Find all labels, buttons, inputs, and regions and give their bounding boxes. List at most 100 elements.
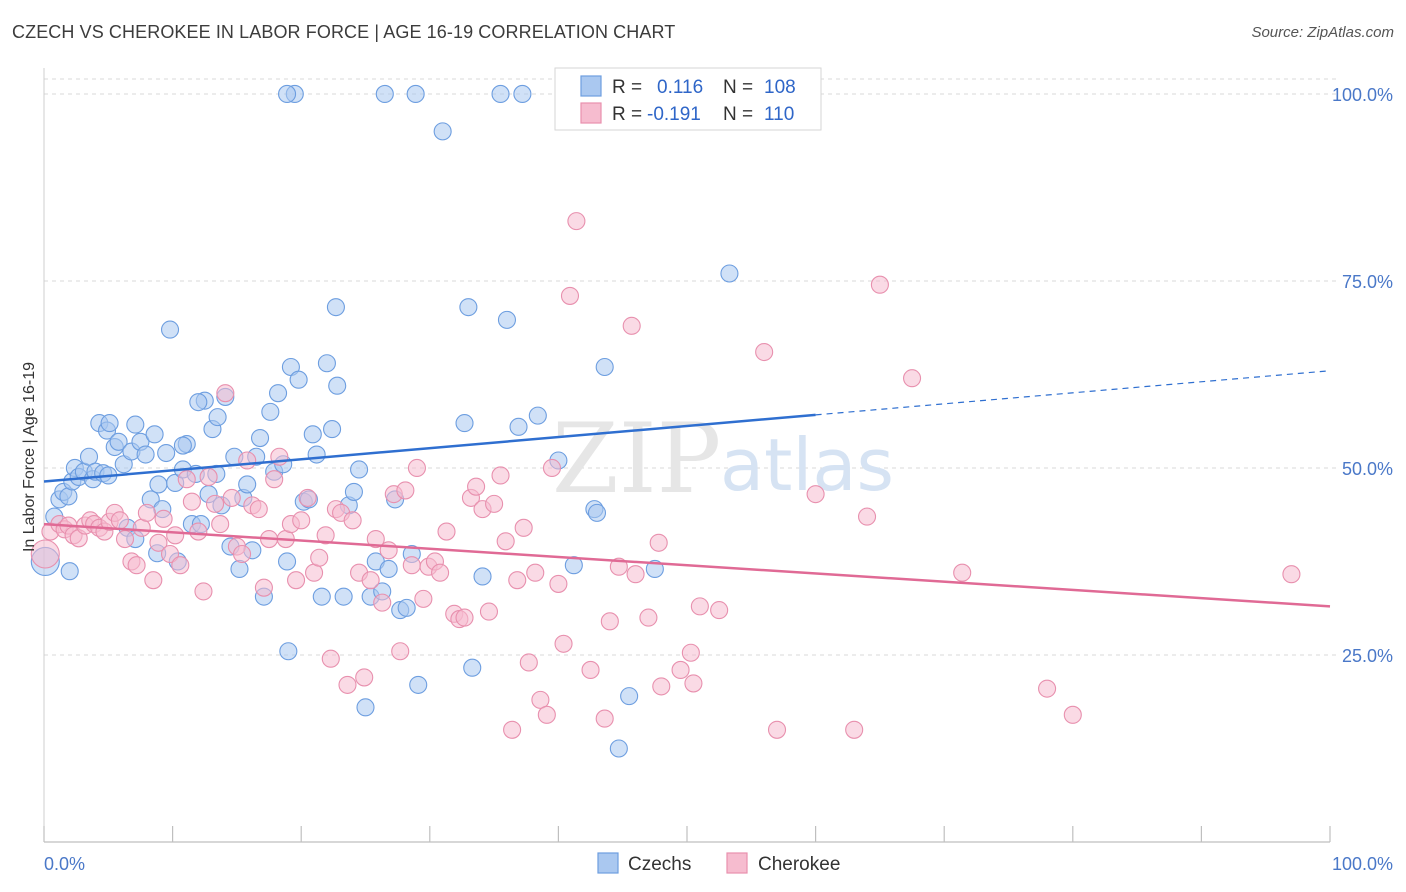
czech-point-65: [312, 587, 331, 606]
cherokee-point-60: [366, 529, 385, 549]
cherokee-point-111: [1063, 705, 1082, 724]
czech-point-98: [609, 739, 628, 758]
source-label: Source: ZipAtlas.com: [1251, 24, 1394, 41]
czech-point-88: [473, 567, 492, 586]
bottom-legend-czech-label: Czechs: [628, 854, 691, 875]
cherokee-point-87: [526, 563, 545, 582]
cherokee-point-19: [137, 503, 156, 522]
czech-point-60: [289, 370, 308, 389]
cherokee-point-115: [857, 507, 877, 526]
cherokee-point-22: [154, 509, 173, 528]
cherokee-point-113: [902, 369, 922, 388]
czech-point-72: [344, 482, 363, 501]
czech-point-89: [491, 84, 510, 104]
czech-point-92: [528, 406, 547, 425]
cherokee-point-72: [437, 522, 456, 541]
czech-point-58: [279, 642, 298, 661]
cherokee-point-83: [503, 720, 522, 739]
cherokee-point-48: [298, 488, 317, 507]
czech-point-74: [356, 698, 375, 717]
czech-point-4: [59, 487, 78, 506]
cherokee-point-85: [514, 518, 533, 537]
cherokee-point-34: [222, 488, 241, 507]
czech-point-63: [303, 425, 322, 444]
y-tick-label-25: 25.0%: [1342, 646, 1393, 666]
czech-point-99: [620, 687, 639, 706]
cherokee-point-64: [391, 642, 410, 661]
cherokee-point-51: [316, 526, 335, 545]
cherokee-point-27: [182, 492, 201, 511]
czech-point-78: [379, 559, 398, 579]
cherokee-point-39: [249, 500, 268, 519]
cherokee-point-15: [115, 529, 135, 549]
cherokee-point-40: [254, 578, 273, 597]
cherokee-point-36: [232, 544, 252, 564]
cherokee-point-17: [127, 556, 146, 575]
czech-point-111: [375, 84, 394, 104]
cherokee-point-82: [496, 532, 515, 551]
cherokee-point-114: [806, 485, 825, 504]
czech-point-9: [79, 447, 99, 466]
legend-cherokee-r-value: -0.191: [647, 104, 701, 125]
y-axis-tick-labels: 25.0% 50.0% 75.0% 100.0%: [1332, 85, 1393, 666]
cherokee-point-86: [519, 653, 538, 672]
cherokee-point-110: [1038, 679, 1057, 698]
cherokee-point-30: [199, 467, 218, 487]
czech-point-56: [278, 552, 297, 571]
cherokee-point-105: [710, 601, 729, 620]
czech-point-109: [173, 436, 192, 455]
chart-title: CZECH VS CHEROKEE IN LABOR FORCE | AGE 1…: [12, 22, 676, 42]
czech-point-104: [60, 562, 79, 581]
cherokee-point-52: [321, 649, 340, 668]
czech-point-83: [409, 675, 428, 694]
czech-point-66: [317, 354, 336, 373]
czech-trend-line: [43, 413, 816, 483]
czech-point-100: [645, 559, 664, 579]
cherokee-point-88: [531, 690, 550, 709]
cherokee-point-118: [652, 677, 671, 696]
czech-point-112: [406, 84, 425, 104]
czech-point-25: [145, 425, 164, 444]
cherokee-point-42: [265, 470, 284, 489]
cherokee-point-26: [177, 470, 196, 489]
y-tick-label-50: 50.0%: [1342, 459, 1393, 479]
czech-point-90: [509, 417, 528, 436]
cherokee-point-119: [684, 674, 703, 693]
czech-point-23: [136, 445, 155, 464]
czech-point-97: [595, 357, 614, 377]
cherokee-point-31: [205, 494, 225, 513]
cherokee-point-79: [479, 602, 499, 621]
czech-point-84: [433, 122, 452, 141]
cherokee-point-102: [671, 660, 690, 680]
czech-point-52: [261, 402, 280, 421]
czech-point-85: [455, 414, 474, 433]
cherokee-point-20: [144, 571, 163, 590]
legend-cherokee-swatch: [580, 102, 602, 124]
cherokee-point-109: [953, 563, 972, 582]
bottom-legend-czech-swatch: [597, 852, 619, 874]
cherokee-point-29: [194, 582, 213, 601]
cherokee-point-68: [414, 589, 433, 608]
czech-point-45: [230, 559, 249, 579]
czech-point-81: [397, 598, 416, 617]
y-axis-label: In Labor Force | Age 16-19: [21, 362, 38, 552]
cherokee-point-77: [467, 477, 486, 496]
czech-point-28: [157, 443, 176, 463]
czech-point-87: [463, 658, 482, 677]
cherokee-point-58: [355, 668, 374, 687]
czech-point-70: [334, 587, 353, 606]
czech-point-17: [109, 432, 128, 451]
czech-point-68: [328, 376, 347, 395]
cherokee-point-32: [211, 515, 230, 534]
cherokee-point-96: [600, 612, 619, 631]
cherokee-point-95: [581, 660, 600, 680]
cherokee-point-84: [508, 571, 527, 590]
czech-point-15: [100, 414, 119, 433]
cherokee-point-71: [431, 563, 450, 582]
cherokee-point-25: [171, 556, 190, 575]
cherokee-point-108: [870, 275, 889, 294]
czech-point-54: [269, 384, 288, 403]
cherokee-point-80: [485, 494, 504, 513]
cherokee-point-62: [379, 541, 398, 560]
cherokee-point-0: [30, 539, 60, 569]
